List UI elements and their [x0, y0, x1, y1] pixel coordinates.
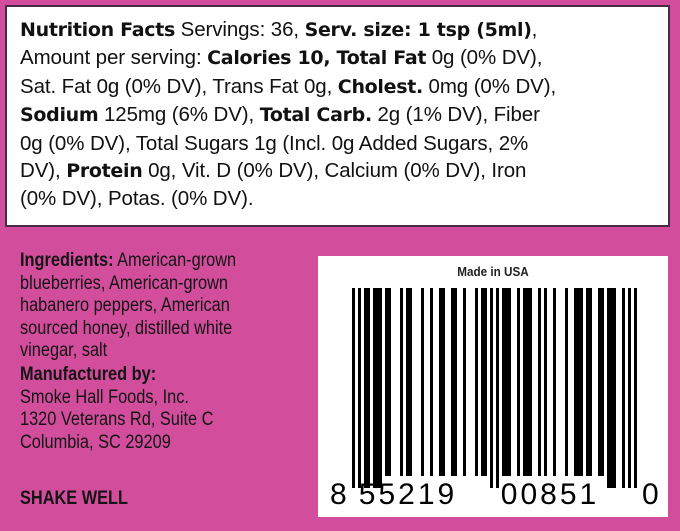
barcode-bar [610, 288, 613, 488]
nutrition-facts-panel: Nutrition Facts Servings: 36, Serv. size… [5, 5, 670, 227]
manufacturer-address: 1320 Veterans Rd, Suite C [20, 409, 214, 431]
barcode-bar [364, 288, 367, 488]
nutrition-text: Amount per serving: [20, 46, 208, 70]
ingredients-block: Ingredients: American-grown blueberries,… [20, 250, 236, 454]
barcode-bar [463, 288, 466, 476]
barcode-bar [490, 288, 493, 488]
ingredients-text: sourced honey, distilled white [20, 317, 233, 339]
barcode-bar [598, 288, 601, 476]
nutrition-bold-text: Total Carb. [259, 104, 372, 127]
nutrition-text: , [531, 18, 538, 41]
barcode-bar [577, 288, 580, 476]
nutrition-bold-text: Nutrition Facts [20, 19, 176, 41]
nutrition-bold-text: Sodium [20, 104, 99, 127]
barcode-bar [544, 288, 547, 476]
barcode-bar [607, 288, 610, 488]
barcode-bar [484, 288, 487, 476]
nutrition-text: DV), [20, 159, 67, 183]
barcode-bar [517, 288, 520, 476]
barcode-digit-group: 00851 [501, 478, 599, 511]
barcode-bar [430, 288, 433, 476]
barcode-bar [586, 288, 589, 476]
nutrition-line: 0g (0% DV), Total Sugars 1g (Incl. 0g Ad… [20, 130, 668, 157]
barcode-bar [385, 288, 388, 476]
barcode-bar [439, 288, 442, 476]
barcode-bar [400, 288, 403, 476]
barcode-bar [622, 288, 625, 488]
nutrition-line: (0% DV), Potas. (0% DV). [20, 185, 668, 212]
barcode-bar [589, 288, 592, 476]
ingredients-text: blueberries, American-grown [20, 272, 228, 294]
barcode-bar [352, 288, 355, 488]
barcode-bar [601, 288, 604, 476]
barcode-bar [421, 288, 424, 476]
ingredients-text: vinegar, salt [20, 340, 108, 362]
barcode-bar [628, 288, 631, 488]
barcode-bar [502, 288, 505, 476]
barcode-bar [574, 288, 577, 476]
manufacturer-name: Smoke Hall Foods, Inc. [20, 386, 189, 408]
nutrition-text: 0g (0% DV), Total Sugars 1g (Incl. 0g Ad… [20, 131, 529, 155]
nutrition-text: (0% DV), Potas. (0% DV). [20, 187, 254, 211]
barcode-bar [529, 288, 532, 476]
ingredients-text: American-grown [113, 250, 237, 271]
barcode-bar [553, 288, 556, 476]
barcode-bar [613, 288, 616, 488]
manufacturer-city: Columbia, SC 29209 [20, 431, 171, 453]
manufacturer-label: Manufactured by: [20, 363, 157, 385]
nutrition-text: 0g (0% DV), [426, 46, 543, 70]
barcode-bar [496, 288, 499, 488]
barcode-bar [634, 288, 637, 488]
nutrition-text: 0mg (0% DV), [422, 74, 557, 98]
nutrition-line: DV), Protein 0g, Vit. D (0% DV), Calcium… [20, 157, 668, 185]
barcode-bar [475, 288, 478, 476]
barcode-bar [454, 288, 457, 476]
barcode-bar [367, 288, 370, 488]
nutrition-bold-text: Cholest. [337, 75, 423, 98]
barcode-bar [505, 288, 508, 476]
nutrition-text: 0g, Vit. D (0% DV), Calcium (0% DV), Iro… [142, 159, 527, 183]
nutrition-text: 2g (1% DV), Fiber [371, 103, 540, 127]
barcode-bar [442, 288, 445, 476]
nutrition-bold-text: Serv. size: 1 tsp (5ml) [304, 19, 532, 41]
nutrition-line: Nutrition Facts Servings: 36, Serv. size… [20, 16, 668, 44]
barcode-bar [379, 288, 382, 488]
barcode-bar [526, 288, 529, 476]
nutrition-bold-text: Calories 10, Total Fat [207, 47, 427, 70]
barcode-bar [373, 288, 376, 488]
ingredients-label: Ingredients: [20, 250, 114, 271]
nutrition-bold-text: Protein [66, 160, 143, 183]
barcode-bar [409, 288, 412, 476]
barcode: 8 55219 00851 0 [330, 288, 659, 511]
barcode-bar [376, 288, 379, 488]
nutrition-line: Sodium 125mg (6% DV), Total Carb. 2g (1%… [20, 101, 668, 129]
barcode-box: Made in USA 8 55219 00851 0 [318, 256, 668, 517]
barcode-bar [538, 288, 541, 476]
shake-well-text: SHAKE WELL [20, 488, 129, 509]
barcode-bar [481, 288, 484, 476]
made-in-usa: Made in USA [457, 264, 529, 279]
barcode-bar [523, 288, 526, 476]
barcode-digit-group: 0 [642, 478, 659, 511]
nutrition-text: Servings: 36, [175, 18, 305, 41]
barcode-digit-group: 8 [330, 478, 347, 511]
ingredients-text: habanero peppers, American [20, 295, 230, 317]
barcode-bar [580, 288, 583, 476]
barcode-bar [406, 288, 409, 476]
barcode-bar [508, 288, 511, 476]
barcode-bar [388, 288, 391, 476]
nutrition-line: Sat. Fat 0g (0% DV), Trans Fat 0g, Chole… [20, 73, 668, 101]
nutrition-line: Amount per serving: Calories 10, Total F… [20, 44, 668, 72]
barcode-bar [565, 288, 568, 476]
nutrition-text: Sat. Fat 0g (0% DV), Trans Fat 0g, [20, 74, 338, 98]
barcode-bar [451, 288, 454, 476]
barcode-bar [358, 288, 361, 488]
nutrition-text: 125mg (6% DV), [98, 103, 260, 127]
